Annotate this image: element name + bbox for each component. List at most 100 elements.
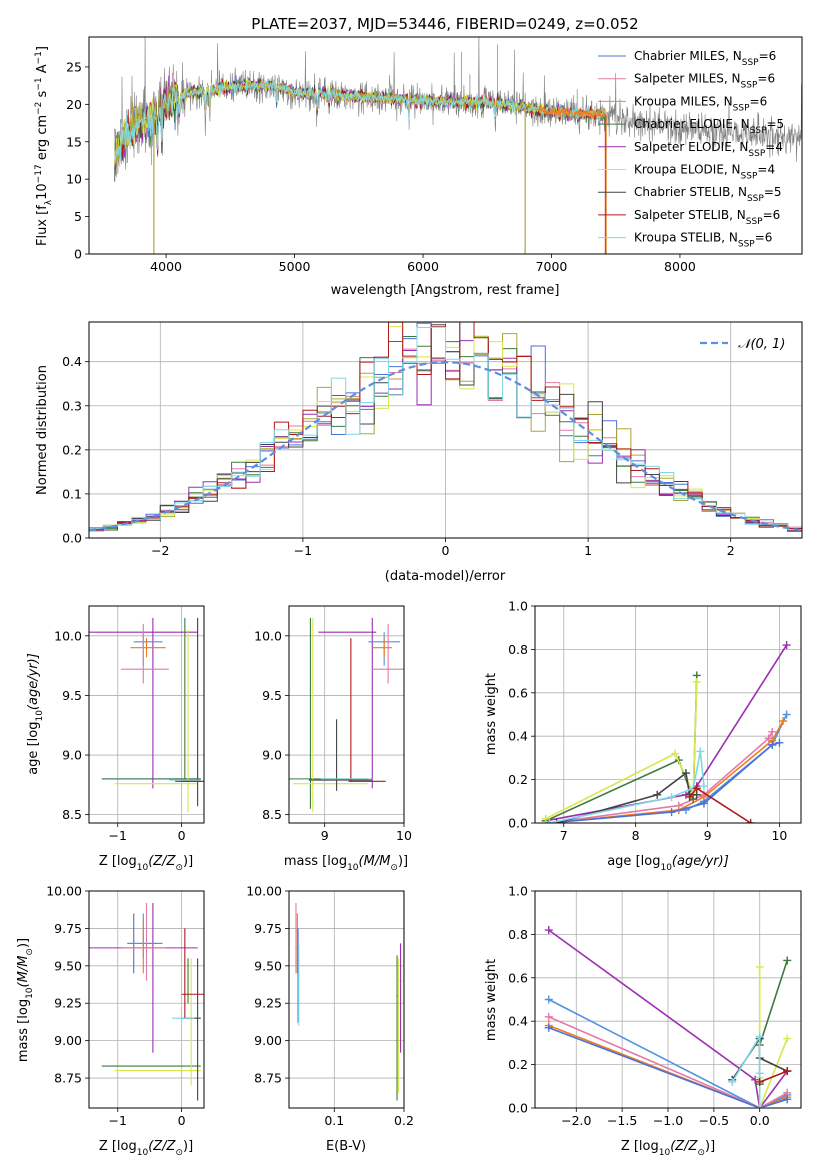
y-tick-label: 0.0: [508, 816, 528, 831]
x-tick-label: −1: [109, 1113, 127, 1128]
label-part: ⊙: [175, 1148, 183, 1158]
axes-frame: [288, 605, 405, 824]
label-part: SSP: [742, 58, 759, 68]
y-tick-label: 0.2: [62, 442, 82, 457]
y-tick-label: 0.4: [508, 1014, 528, 1029]
y-tick-label: 0.6: [508, 970, 528, 985]
weight-marker: [544, 1023, 553, 1032]
y-tick-label: 10.00: [46, 884, 82, 899]
label-part: (Z/Z: [148, 1139, 176, 1154]
label-part: (age/yr)]: [672, 854, 729, 869]
y-tick-label: 9.5: [62, 688, 82, 703]
label-part: SSP: [748, 149, 765, 159]
x-tick-label: 0.1: [324, 1113, 344, 1128]
legend-label: Chabrier ELODIE, NSSP=5: [634, 117, 784, 136]
y-tick-label: 0.1: [62, 486, 82, 501]
x-tick-label: 8000: [664, 259, 696, 274]
weight-vs-metallicity-panel: −2.0 −1.5 −1.0 −0.5 0.0 0.0 0.2 0.4 0.6 0.8 1.0 Z […: [484, 884, 802, 1158]
weight-marker: [746, 819, 755, 823]
weight-line: [548, 1024, 788, 1108]
y-tick-label: 10: [66, 172, 82, 187]
age-mass-x-label: mass [log10(M/M⊙)]: [284, 854, 408, 873]
label-part: 10: [35, 710, 45, 722]
label-part: )]: [398, 854, 408, 869]
weight-marker: [544, 926, 553, 935]
label-part: ]: [35, 46, 50, 51]
legend-label: Kroupa MILES, NSSP=6: [634, 94, 767, 113]
plot-area: [544, 926, 792, 1108]
label-part: =6: [750, 94, 768, 108]
y-tick-label: 0.2: [508, 1057, 528, 1072]
weight-marker: [696, 747, 705, 756]
y-tick-label: 9.75: [54, 921, 82, 936]
label-part: A: [35, 64, 50, 77]
weight-line: [545, 681, 698, 820]
x-tick-label: 10: [396, 828, 412, 843]
weight-marker: [699, 782, 708, 791]
y-tick-label: 0.3: [62, 398, 82, 413]
label-part: )]: [183, 854, 193, 869]
x-tick-label: −1.0: [653, 1113, 683, 1128]
y-tick-label: 25: [66, 59, 82, 74]
mass-z-x-label: Z [log10(Z/Z⊙)]: [99, 1139, 193, 1158]
residuals-y-label: Normed distribution: [35, 365, 50, 495]
spectrum-y-label: Flux [fλ10−17 erg cm−2 s−1 A−1]: [34, 46, 54, 246]
axes-frame: [288, 890, 405, 1109]
weight-line: [759, 1070, 788, 1083]
age-vs-metallicity-panel: −1 08.59.09.510.0Z [log10(Z/Z⊙)]age [log1…: [26, 605, 205, 873]
spectrum-title: PLATE=2037, MJD=53446, FIBERID=0249, z=0…: [251, 15, 638, 33]
label-part: Kroupa ELODIE, N: [634, 163, 741, 177]
y-tick-label: 9.50: [254, 958, 282, 973]
label-part: (M/M: [359, 854, 391, 869]
weight-marker: [671, 749, 680, 758]
weight-marker: [544, 1012, 553, 1021]
weight-line: [545, 644, 788, 822]
x-tick-label: 0.2: [394, 1113, 414, 1128]
weight-z-x-label: Z [log10(Z/Z⊙)]: [621, 1139, 715, 1158]
weight-marker: [755, 1069, 764, 1078]
weight-marker: [692, 677, 701, 686]
label-part: SSP: [746, 217, 763, 227]
label-part: λ: [44, 199, 54, 205]
y-tick-label: 8.5: [262, 807, 282, 822]
weight-marker: [699, 799, 708, 808]
weight-marker: [783, 956, 792, 965]
y-tick-label: 8.75: [54, 1071, 82, 1086]
weight-marker: [755, 962, 764, 971]
x-tick-label: 9: [704, 828, 712, 843]
weight-z-y-label: mass weight: [484, 959, 499, 1041]
y-tick-label: 9.50: [54, 958, 82, 973]
weight-marker: [782, 710, 791, 719]
label-part: SSP: [747, 194, 764, 204]
spectrum-panel: 4000 5000 6000 7000 8000 0 5 10 15 20 25 wavelength…: [34, 36, 803, 298]
label-part: SSP: [741, 81, 758, 91]
weight-marker: [764, 734, 773, 743]
y-tick-label: 0.2: [508, 772, 528, 787]
age-z-x-label: Z [log10(Z/Z⊙)]: [99, 854, 193, 873]
y-tick-label: 0.4: [508, 729, 528, 744]
label-part: −17: [34, 164, 44, 183]
label-part: Z [log: [99, 1139, 137, 1154]
weight-marker: [728, 1077, 737, 1086]
label-part: (Z/Z: [148, 854, 176, 869]
label-part: age [log: [607, 854, 660, 869]
weight-marker: [545, 819, 554, 823]
weight-marker: [685, 792, 694, 801]
label-part: 10: [35, 183, 50, 200]
label-part: s: [35, 90, 50, 101]
label-part: Salpeter STELIB, N: [634, 208, 746, 222]
weight-marker: [674, 801, 683, 810]
y-tick-label: 9.0: [62, 748, 82, 763]
label-part: Z [log: [99, 854, 137, 869]
label-part: ⊙: [25, 948, 35, 956]
label-part: −2: [34, 102, 44, 115]
axes-frame: [88, 605, 205, 824]
label-part: 10: [660, 863, 672, 873]
weight-marker: [779, 717, 788, 726]
x-tick-label: −2.0: [561, 1113, 591, 1128]
normal-curve: [89, 360, 802, 532]
legend-label: Salpeter STELIB, NSSP=6: [634, 208, 780, 227]
axes-frame: [88, 36, 803, 255]
weight-marker: [653, 790, 662, 799]
